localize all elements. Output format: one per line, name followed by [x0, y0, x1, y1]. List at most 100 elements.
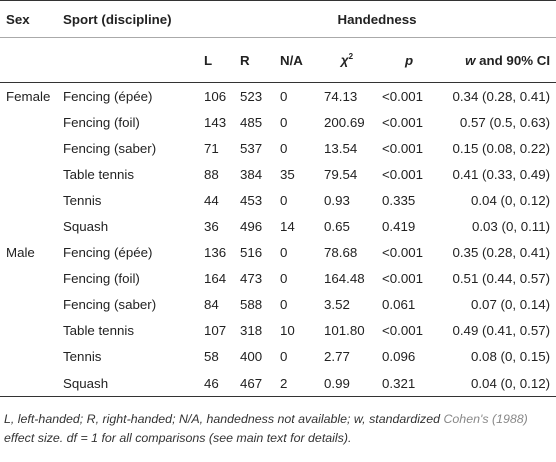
cell-na: 0 [280, 140, 288, 156]
cell-sport: Tennis [63, 349, 102, 365]
table-row: Tennis 44 453 0 0.93 0.335 0.04 (0, 0.12) [0, 187, 556, 213]
cell-p: <0.001 [382, 114, 424, 130]
table-row: Squash 46 467 2 0.99 0.321 0.04 (0, 0.12) [0, 370, 556, 398]
cell-sex: Male [6, 245, 35, 261]
header-chi-square: χ2 [318, 37, 376, 83]
cell-p: <0.001 [382, 88, 424, 104]
table-row: Fencing (saber) 84 588 0 3.52 0.061 0.07 (0, 0… [0, 292, 556, 318]
cell-sex [0, 161, 57, 187]
cell-na: 0 [280, 88, 288, 104]
header-sport: Sport (discipline) [57, 0, 198, 38]
cell-na: 0 [280, 192, 288, 208]
chi-symbol: χ [340, 52, 349, 68]
cell-p: <0.001 [382, 323, 424, 339]
cell-sport: Fencing (saber) [63, 140, 157, 156]
table-row: Fencing (foil) 164 473 0 164.48 <0.001 0.51 (0… [0, 266, 556, 292]
footnote-text-1: L, left-handed; R, right-handed; N/A, ha… [4, 412, 444, 426]
cell-r: 485 [240, 114, 263, 130]
cell-chi: 74.13 [324, 88, 358, 104]
cell-sport: Table tennis [63, 323, 134, 339]
cell-sex [0, 266, 57, 292]
cell-chi: 13.54 [324, 140, 358, 156]
cell-l: 143 [204, 114, 227, 130]
cell-l: 71 [204, 140, 219, 156]
cell-sex [0, 344, 57, 370]
cell-w-ci: 0.08 (0, 0.15) [470, 349, 551, 365]
table-row: Fencing (foil) 143 485 0 200.69 <0.001 0.57 (0… [0, 109, 556, 135]
cell-r: 496 [240, 219, 263, 235]
cell-p: <0.001 [382, 166, 424, 182]
cell-l: 58 [204, 349, 219, 365]
cell-sex [0, 213, 57, 239]
cell-p: 0.335 [382, 192, 416, 208]
cell-r: 400 [240, 349, 263, 365]
cell-chi: 0.93 [324, 192, 350, 208]
cell-na: 2 [274, 370, 318, 398]
cell-na: 10 [280, 323, 295, 339]
header-sex: Sex [0, 0, 57, 38]
table-row: Table tennis 88 384 35 79.54 <0.001 0.41 (0.33… [0, 161, 556, 187]
table-body: Female Fencing (épée) 106 523 0 74.13 <0.001 0.… [0, 83, 556, 398]
cell-w-ci: 0.03 (0, 0.11) [471, 219, 551, 235]
cell-r: 467 [234, 370, 274, 398]
cell-w-ci: 0.35 (0.28, 0.41) [452, 245, 551, 261]
cell-chi: 0.65 [324, 219, 350, 235]
handedness-table: Sex Sport (discipline) Handedness L R N/… [0, 0, 556, 398]
table-row: Tennis 58 400 0 2.77 0.096 0.08 (0, 0.15) [0, 344, 556, 370]
cell-sport: Table tennis [63, 166, 134, 182]
cell-w-ci: 0.04 (0, 0.12) [442, 370, 556, 398]
cell-sex [0, 318, 57, 344]
cell-sex [0, 370, 57, 398]
cell-l: 164 [204, 271, 227, 287]
cell-p: <0.001 [382, 245, 424, 261]
table-footnote: L, left-handed; R, right-handed; N/A, ha… [4, 410, 552, 448]
cell-l: 136 [204, 245, 227, 261]
cell-chi: 79.54 [324, 166, 358, 182]
header-empty-1 [0, 37, 57, 83]
cell-l: 44 [204, 192, 219, 208]
chi-superscript: 2 [348, 52, 354, 62]
cell-r: 384 [240, 166, 263, 182]
cell-w-ci: 0.57 (0.5, 0.63) [459, 114, 551, 130]
cell-r: 588 [240, 297, 263, 313]
cell-sport: Tennis [63, 192, 102, 208]
header-l: L [198, 37, 234, 83]
cell-na: 14 [280, 219, 295, 235]
cell-sport: Fencing (foil) [63, 271, 140, 287]
cell-p: 0.061 [382, 297, 416, 313]
header-row-sub: L R N/A χ2 p w and 90% CI [0, 37, 556, 83]
cell-sport: Squash [63, 219, 109, 235]
handedness-table-container: Sex Sport (discipline) Handedness L R N/… [0, 0, 556, 398]
cell-p: 0.096 [382, 349, 416, 365]
header-empty-2 [57, 37, 198, 83]
table-row: Fencing (saber) 71 537 0 13.54 <0.001 0.15 (0.… [0, 135, 556, 161]
cell-sport: Squash [57, 370, 198, 398]
cell-sport: Fencing (saber) [63, 297, 157, 313]
table-row: Squash 36 496 14 0.65 0.419 0.03 (0, 0.11) [0, 213, 556, 239]
cell-chi: 0.99 [318, 370, 376, 398]
header-w-rest: and 90% CI [475, 52, 551, 68]
cell-w-ci: 0.41 (0.33, 0.49) [452, 166, 551, 182]
cell-sport: Fencing (foil) [63, 114, 140, 130]
cell-na: 0 [280, 114, 288, 130]
cell-sport: Fencing (épée) [63, 245, 153, 261]
cell-chi: 200.69 [324, 114, 365, 130]
table-row: Female Fencing (épée) 106 523 0 74.13 <0.001 0.… [0, 83, 556, 110]
cell-l: 106 [204, 88, 227, 104]
cell-chi: 3.52 [324, 297, 350, 313]
header-p: p [376, 37, 442, 83]
cell-r: 516 [240, 245, 263, 261]
cell-w-ci: 0.34 (0.28, 0.41) [452, 88, 551, 104]
cell-chi: 78.68 [324, 245, 358, 261]
cell-na: 0 [280, 349, 288, 365]
cell-p: <0.001 [382, 140, 424, 156]
cell-chi: 101.80 [324, 323, 365, 339]
cell-sex [0, 292, 57, 318]
cell-chi: 164.48 [324, 271, 365, 287]
footnote-citation-link[interactable]: Cohen's (1988) [443, 412, 528, 426]
cell-r: 473 [240, 271, 263, 287]
header-w-ci: w and 90% CI [442, 37, 556, 83]
cell-w-ci: 0.07 (0, 0.14) [470, 297, 551, 313]
header-row-top: Sex Sport (discipline) Handedness [0, 0, 556, 38]
cell-w-ci: 0.49 (0.41, 0.57) [452, 323, 551, 339]
